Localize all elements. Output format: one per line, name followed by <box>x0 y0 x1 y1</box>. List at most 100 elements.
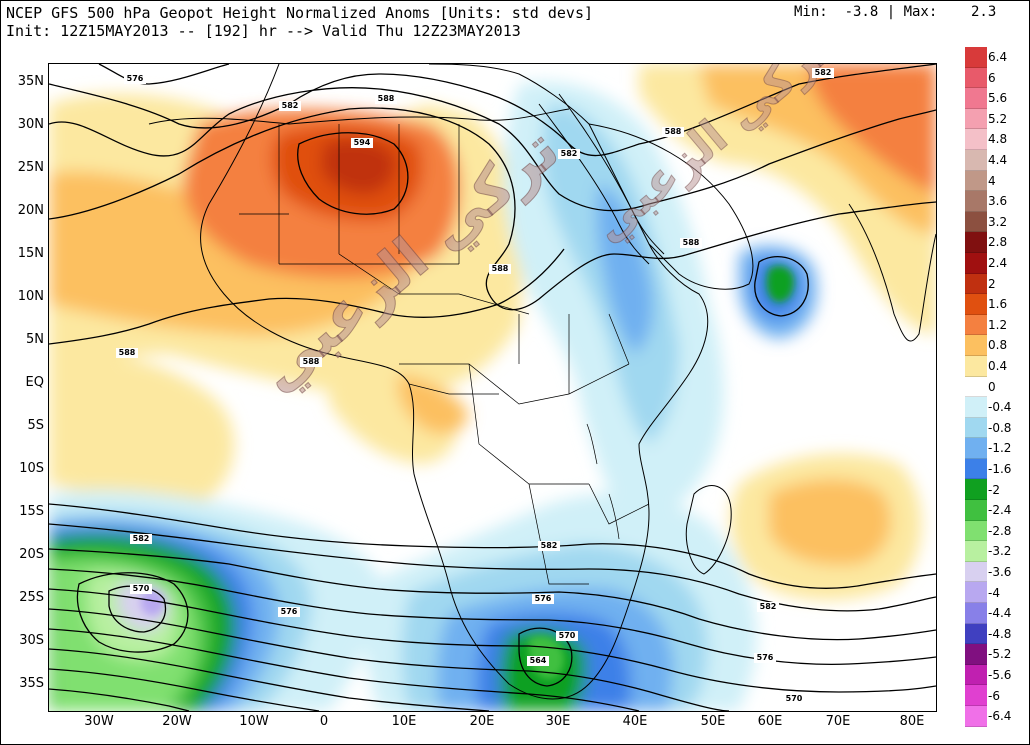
lat-label-30s: 30S <box>19 633 44 648</box>
colorbar-swatch <box>965 252 987 274</box>
lon-label-10w: 10W <box>239 714 269 729</box>
colorbar-label: 2.4 <box>988 256 1008 270</box>
colorbar-swatch <box>965 706 987 727</box>
colorbar-swatch <box>965 603 987 624</box>
colorbar-swatch <box>965 417 987 439</box>
colorbar-label: -2.8 <box>988 523 1012 538</box>
min-max-readout: Min: -3.8 | Max: 2.3 <box>794 4 997 20</box>
lon-label-30w: 30W <box>84 714 114 729</box>
contour-label: 576 <box>535 594 552 603</box>
colorbar-label: -5.2 <box>988 647 1012 662</box>
anomaly-map: تركي الزعبي تركي الزعبي 576 582 588 594 … <box>49 64 936 711</box>
lat-label-5n: 5N <box>26 332 44 347</box>
colorbar-swatch <box>965 232 987 253</box>
lat-label-20n: 20N <box>17 203 44 218</box>
colorbar-label: 3.6 <box>988 194 1008 209</box>
colorbar-label: -3.6 <box>988 565 1012 579</box>
contour-label: 576 <box>757 653 774 662</box>
colorbar-label: -6.4 <box>988 709 1012 724</box>
colorbar-label: -4.8 <box>988 626 1012 641</box>
contour-label: 588 <box>665 127 682 136</box>
colorbar-swatch <box>965 541 987 562</box>
colorbar-swatch <box>965 294 987 315</box>
lat-label-10n: 10N <box>17 289 44 304</box>
contour-label: 582 <box>760 602 777 611</box>
lon-label-60e: 60E <box>757 714 783 729</box>
colorbar-label: 2 <box>988 276 996 291</box>
colorbar-swatch <box>965 149 987 171</box>
colorbar-swatch <box>965 685 987 706</box>
contour-label: 588 <box>303 357 320 366</box>
lon-label-70e: 70E <box>825 714 851 729</box>
colorbar-swatch <box>965 335 987 356</box>
coastlines <box>148 64 936 700</box>
colorbar-swatch <box>965 170 987 192</box>
lon-label-30e: 30E <box>545 714 571 729</box>
contour-label: 588 <box>683 238 700 247</box>
lat-label-25n: 25N <box>17 160 44 175</box>
anomaly-shading <box>49 64 936 711</box>
contour-label: 582 <box>815 68 832 77</box>
colorbar-label: -4 <box>988 585 1000 600</box>
contour-label: 582 <box>541 541 558 550</box>
colorbar-label: 0.8 <box>988 338 1008 353</box>
colorbar-swatch <box>965 623 987 645</box>
colorbar-label: 0 <box>988 379 996 394</box>
colorbar-label: -1.2 <box>988 441 1012 456</box>
colorbar-label: 0.4 <box>988 359 1008 373</box>
colorbar-label: 4.8 <box>988 132 1008 147</box>
lon-label-50e: 50E <box>700 714 726 729</box>
colorbar-label: -2 <box>988 482 1000 497</box>
colorbar-label: 6.4 <box>988 50 1008 64</box>
contour-label: 582 <box>282 101 299 110</box>
colorbar-label: -5.6 <box>988 668 1012 682</box>
colorbar-label: 5.2 <box>988 111 1008 126</box>
title-line-1: NCEP GFS 500 hPa Geopot Height Normalize… <box>6 4 593 22</box>
colorbar-swatch <box>965 191 987 212</box>
map-panel: تركي الزعبي تركي الزعبي 576 582 588 594 … <box>48 63 937 712</box>
lon-label-0: 0 <box>319 714 329 729</box>
contour-label: 582 <box>561 149 578 158</box>
lat-label-10s: 10S <box>19 461 44 476</box>
lat-label-20s: 20S <box>19 547 44 562</box>
colorbar-label: 5.6 <box>988 91 1008 106</box>
lon-label-10e: 10E <box>391 714 417 729</box>
title-line-2: Init: 12Z15MAY2013 -- [192] hr --> Valid… <box>6 22 521 40</box>
lat-label-35n: 35N <box>17 74 44 89</box>
contour-label: 588 <box>119 348 136 357</box>
colorbar-swatch <box>965 129 987 150</box>
colorbar-swatch <box>965 500 987 521</box>
contour-label: 576 <box>281 607 298 616</box>
colorbar-swatch <box>965 479 987 501</box>
colorbar-label: 4 <box>988 173 996 188</box>
colorbar-swatch <box>965 108 987 130</box>
colorbar-swatch <box>965 67 987 89</box>
colorbar-swatch <box>965 211 987 233</box>
contour-label: 576 <box>127 74 144 83</box>
colorbar-swatch <box>965 561 987 583</box>
colorbar-label: -4.4 <box>988 606 1012 621</box>
colorbar-swatch <box>965 47 987 68</box>
contour-label: 564 <box>530 656 547 665</box>
lat-label-eq: EQ <box>25 375 44 390</box>
colorbar-label: 2.8 <box>988 235 1008 250</box>
lat-label-15s: 15S <box>19 504 44 519</box>
colorbar-swatch <box>965 355 987 377</box>
colorbar-swatch <box>965 582 987 604</box>
colorbar-label: -0.8 <box>988 420 1012 435</box>
colorbar-swatch <box>965 438 987 459</box>
contour-label: 570 <box>559 631 576 640</box>
colorbar-swatch <box>965 314 987 336</box>
contour-label: 588 <box>492 264 509 273</box>
colorbar-label: -6 <box>988 688 1000 703</box>
contour-label: 594 <box>354 138 371 147</box>
lon-label-40e: 40E <box>622 714 648 729</box>
lat-label-35s: 35S <box>19 676 44 691</box>
lon-label-20e: 20E <box>469 714 495 729</box>
colorbar-swatch <box>965 88 987 109</box>
colorbar-label: -2.4 <box>988 503 1012 518</box>
lat-label-5s: 5S <box>27 418 44 433</box>
colorbar-label: -1.6 <box>988 462 1012 476</box>
colorbar-swatch <box>965 458 987 480</box>
contour-label: 570 <box>786 694 803 703</box>
